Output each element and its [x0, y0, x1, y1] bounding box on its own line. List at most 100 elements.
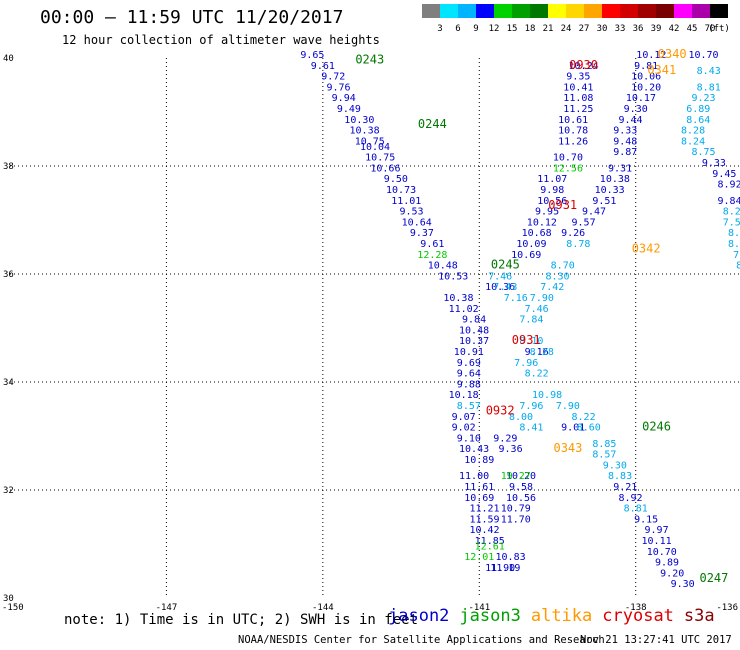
y-tick-label: 32 — [3, 486, 14, 496]
swh-value-jason2: 10.42 — [469, 525, 499, 536]
color-scale-tick: 18 — [525, 24, 536, 34]
legend-altika: altika — [530, 606, 593, 626]
swh-value-jason3: 19.27 — [501, 471, 531, 482]
swh-value-jason2: 9.30 — [671, 579, 695, 590]
swh-value-altika: 7.54 — [723, 217, 740, 228]
color-swatch — [548, 4, 566, 18]
swh-value-jason2: 9.95 — [535, 207, 559, 218]
swh-value-jason2: 10.56 — [506, 493, 536, 504]
swh-value-jason2: 9.02 — [452, 423, 476, 434]
swh-value-jason2: 9.47 — [582, 207, 606, 218]
swh-value-altika: 7.46 — [488, 271, 512, 282]
color-swatch — [458, 4, 476, 18]
swh-value-jason2: 10.24 — [569, 61, 599, 72]
pass-time-label: 0930 — [569, 58, 598, 72]
color-swatch — [692, 4, 710, 18]
color-swatch — [656, 4, 674, 18]
swh-value-jason2: 10.89 — [464, 455, 494, 466]
y-tick-label: 30 — [3, 594, 14, 604]
swh-value-jason2: 10.38 — [600, 174, 630, 185]
pass-time-label: 0931 — [548, 198, 577, 212]
swh-value-jason2: 10.53 — [438, 271, 468, 282]
swh-value-jason2: 10.70 — [553, 153, 583, 164]
swh-value-jason2: 10.36 — [485, 282, 515, 293]
x-tick-label: -144 — [312, 603, 334, 613]
swh-value-jason2: 10.11 — [642, 536, 672, 547]
swh-value-altika: 8.81 — [624, 504, 648, 515]
swh-value-jason2: 10.70 — [647, 547, 677, 558]
swh-value-jason2: 9.21 — [613, 482, 637, 493]
y-tick-label: 40 — [3, 54, 14, 64]
swh-value-altika: 7.90 — [530, 293, 554, 304]
legend-jason2: jason2 — [388, 606, 450, 626]
swh-value-jason2: 9.64 — [457, 369, 481, 380]
swh-value-jason2: 10.09 — [516, 239, 546, 250]
swh-value-altika: 8.28 — [681, 126, 705, 137]
swh-value-jason2: 9.65 — [300, 50, 324, 61]
swh-value-jason2: 9.98 — [540, 185, 564, 196]
pass-time-label: 0340 — [658, 47, 687, 61]
swh-value-jason2: 9.97 — [645, 525, 669, 536]
pass-time-label: 0341 — [647, 63, 676, 77]
credit-line: NOAA/NESDIS Center for Satellite Applica… — [238, 634, 605, 646]
swh-value-jason2: 9.61 — [311, 61, 335, 72]
swh-value-jason2: 9.51 — [592, 196, 616, 207]
color-scale-tick: 33 — [615, 24, 626, 34]
color-scale-tick: 45 — [687, 24, 698, 34]
color-scale-tick: 42 — [669, 24, 680, 34]
swh-value-jason2: 11.26 — [558, 136, 588, 147]
legend-jason3: jason3 — [459, 606, 521, 626]
pass-time-label: 0343 — [553, 441, 582, 455]
y-tick-label: 38 — [3, 162, 14, 172]
swh-value-altika: 8.00 — [509, 412, 533, 423]
swh-value-altika: 7.43 — [493, 282, 517, 293]
legend-s3a: s3a — [683, 606, 715, 626]
swh-value-altika: 8.57 — [457, 401, 481, 412]
swh-value-jason2: 10.17 — [626, 93, 656, 104]
swh-value-jason2: 11.00 — [459, 471, 489, 482]
generation-timestamp: Nov 21 13:27:41 UTC 2017 — [580, 634, 732, 646]
swh-value-jason2: 9.01 — [561, 423, 585, 434]
swh-value-altika: 8.24 — [681, 136, 705, 147]
swh-value-jason2: 9.16 — [525, 347, 549, 358]
swh-value-jason2: 9.35 — [566, 72, 590, 83]
swh-value-jason2: 9.49 — [337, 104, 361, 115]
swh-value-jason2: 9.33 — [613, 126, 637, 137]
swh-value-jason2: 10.70 — [688, 50, 718, 61]
page-title: 00:00 – 11:59 UTC 11/20/2017 — [40, 7, 344, 28]
swh-value-altika: 8.60 — [577, 423, 601, 434]
swh-value-jason2: 9.88 — [457, 379, 481, 390]
swh-value-jason2: 10.68 — [522, 228, 552, 239]
swh-value-jason2: 11.19 — [490, 563, 520, 574]
color-swatch — [566, 4, 584, 18]
color-scale-tick: 70 — [705, 24, 716, 34]
swh-value-jason2: 11.07 — [537, 174, 567, 185]
color-swatch — [710, 4, 728, 18]
swh-value-altika: 8.64 — [686, 115, 710, 126]
swh-value-altika: 8.85 — [592, 439, 616, 450]
color-scale-tick: 36 — [633, 24, 644, 34]
swh-value-altika: 7.96 — [514, 358, 538, 369]
swh-value-jason2: 9.20 — [660, 568, 684, 579]
swh-value-jason2: 10.69 — [464, 493, 494, 504]
swh-value-jason2: 11.01 — [391, 196, 421, 207]
swh-value-jason2: 9.30 — [624, 104, 648, 115]
swh-value-jason2: 11.21 — [469, 504, 499, 515]
pass-time-label: 0247 — [699, 571, 728, 585]
swh-value-jason3: 12.56 — [553, 163, 583, 174]
x-tick-label: -147 — [156, 603, 178, 613]
swh-value-jason2: 9.45 — [712, 169, 736, 180]
swh-value-altika: 8.78 — [566, 239, 590, 250]
color-scale-tick: 39 — [651, 24, 662, 34]
swh-value-jason2: 10.12 — [527, 217, 557, 228]
swh-value-jason2: 11.70 — [501, 514, 531, 525]
swh-value-altika: 7.90 — [556, 401, 580, 412]
swh-value-jason2: 9.48 — [613, 136, 637, 147]
color-swatch — [674, 4, 692, 18]
swh-value-jason2: 9.29 — [493, 433, 517, 444]
swh-value-jason2: 10.12 — [636, 50, 666, 61]
swh-value-jason2: 9.57 — [572, 217, 596, 228]
color-scale-tick: 6 — [455, 24, 460, 34]
swh-value-jason2: 9.44 — [618, 115, 642, 126]
